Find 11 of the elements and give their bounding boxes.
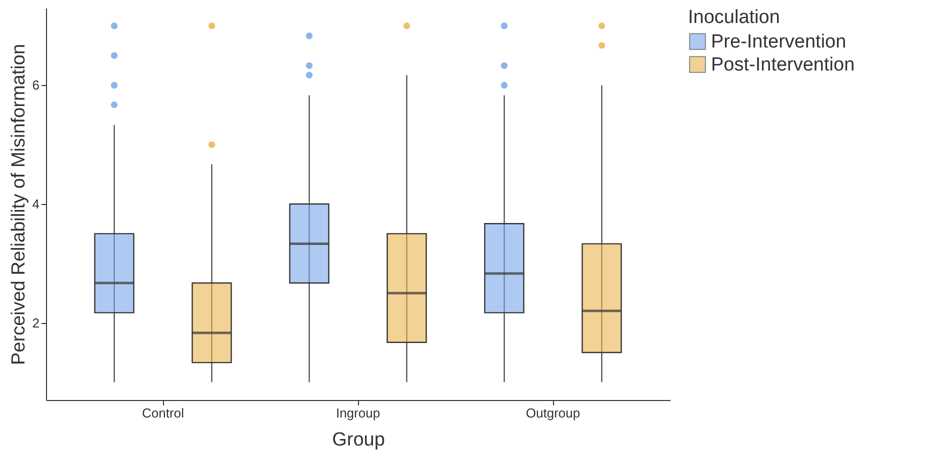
y-tick-label: 4	[32, 196, 40, 212]
x-axis-title: Group	[332, 430, 385, 450]
y-tick-label: 2	[32, 315, 40, 330]
y-tick-label: 6	[32, 78, 40, 93]
x-tick-label: Ingroup	[336, 406, 380, 420]
legend-label: Post-Intervention	[711, 54, 855, 76]
legend-title: Inoculation	[688, 7, 780, 28]
y-axis-title: Perceived Reliability of Misinformation	[8, 44, 30, 366]
x-tick-label: Outgroup	[526, 406, 580, 420]
legend-label: Pre-Intervention	[711, 32, 846, 52]
x-tick-label: Control	[142, 406, 184, 420]
